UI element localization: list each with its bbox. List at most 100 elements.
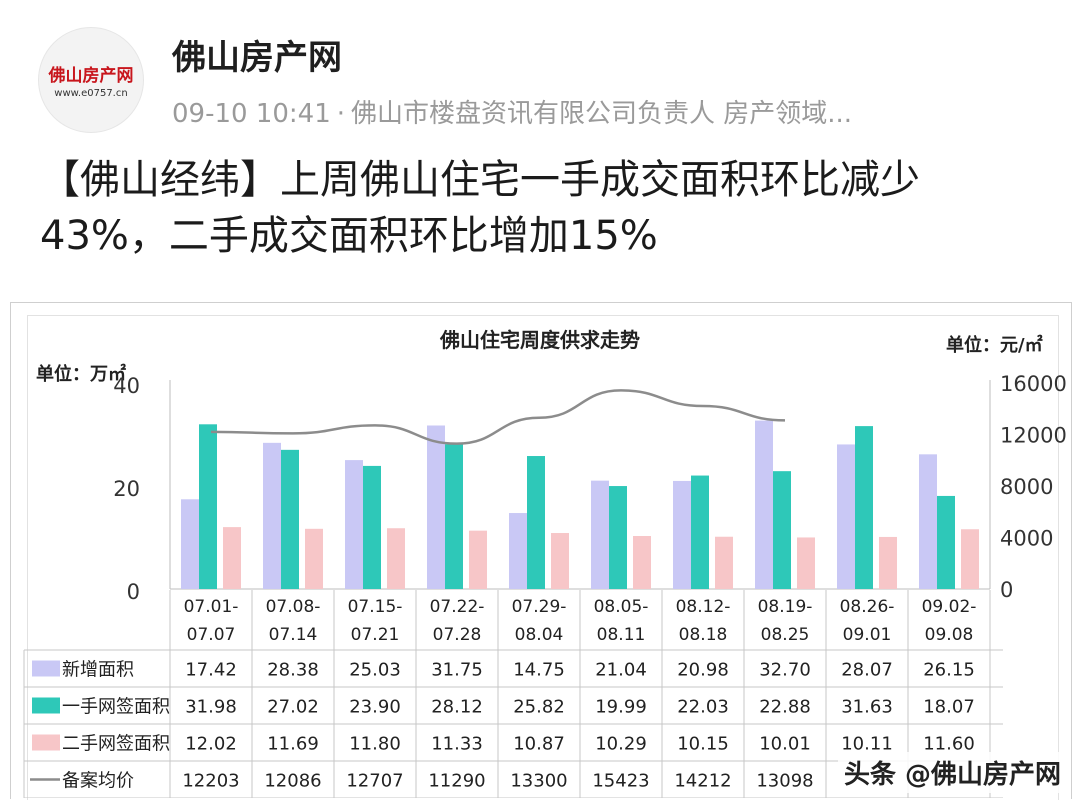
bar-新增面积: [837, 444, 855, 589]
bar-新增面积: [509, 513, 527, 589]
data-label: 12.02: [185, 734, 237, 755]
bar-二手网签面积: [387, 528, 405, 589]
data-label: 17.42: [185, 660, 237, 681]
bar-二手网签面积: [469, 530, 487, 589]
data-label: 14212: [674, 771, 731, 792]
data-label: 27.02: [267, 697, 319, 718]
right-tick-label: 4000: [1000, 527, 1053, 551]
data-label: 13300: [510, 771, 567, 792]
data-label: 13098: [756, 771, 813, 792]
data-label: 19.99: [595, 697, 647, 718]
bar-二手网签面积: [961, 529, 979, 589]
bar-一手网签面积: [445, 444, 463, 589]
chart-panel: [27, 315, 1059, 800]
bar-一手网签面积: [609, 486, 627, 589]
bar-一手网签面积: [937, 495, 955, 589]
x-tick-label: 07.22-: [430, 597, 485, 617]
data-label: 25.03: [349, 660, 401, 681]
bar-新增面积: [755, 420, 773, 589]
legend-swatch-新增面积: [32, 660, 60, 677]
x-tick-label: 08.26-: [840, 597, 895, 617]
data-label: 10.11: [841, 734, 893, 755]
data-label: 10.87: [513, 734, 565, 755]
bar-二手网签面积: [551, 533, 569, 589]
data-label: 22.03: [677, 697, 729, 718]
x-tick-label: 08.25: [761, 625, 810, 645]
post-time: 09-10 10:41: [172, 99, 331, 129]
legend-label: 二手网签面积: [62, 734, 170, 755]
bar-一手网签面积: [527, 456, 545, 589]
legend-label: 备案均价: [62, 771, 134, 792]
x-tick-label: 07.14: [269, 625, 318, 645]
x-tick-label: 08.04: [515, 625, 564, 645]
x-tick-label: 07.28: [433, 625, 482, 645]
author-name[interactable]: 佛山房产网: [172, 38, 342, 78]
x-tick-label: 09.02-: [922, 597, 977, 617]
data-label: 10.15: [677, 734, 729, 755]
logo-text: 佛山房产网: [48, 66, 134, 86]
data-label: 11.69: [267, 734, 319, 755]
bar-新增面积: [345, 460, 363, 589]
account-avatar[interactable]: 佛山房产网 www.e0757.cn: [38, 27, 144, 133]
x-tick-label: 08.12-: [676, 597, 731, 617]
bar-二手网签面积: [223, 527, 241, 589]
data-label: 28.38: [267, 660, 319, 681]
x-tick-label: 08.05-: [594, 597, 649, 617]
x-tick-label: 09.01: [843, 625, 892, 645]
author-description: 佛山市楼盘资讯有限公司负责人 房产领域...: [351, 99, 853, 129]
bar-二手网签面积: [879, 536, 897, 589]
legend-label: 一手网签面积: [62, 697, 170, 718]
x-tick-label: 07.29-: [512, 597, 567, 617]
meta-separator: ·: [336, 99, 346, 129]
data-label: 11.80: [349, 734, 401, 755]
data-label: 20.98: [677, 660, 729, 681]
logo-url: www.e0757.cn: [54, 88, 128, 99]
data-label: 31.75: [431, 660, 483, 681]
right-tick-label: 12000: [1000, 424, 1067, 448]
data-label: 23.90: [349, 697, 401, 718]
legend-swatch-一手网签面积: [32, 697, 60, 714]
bar-新增面积: [919, 454, 937, 589]
data-label: 10.01: [759, 734, 811, 755]
x-tick-label: 09.08: [925, 625, 974, 645]
data-label: 15423: [592, 771, 649, 792]
x-tick-label: 08.19-: [758, 597, 813, 617]
data-label: 31.98: [185, 697, 237, 718]
data-label: 32.70: [759, 660, 811, 681]
data-label: 22.88: [759, 697, 811, 718]
right-tick-label: 0: [1000, 578, 1013, 602]
data-label: 31.63: [841, 697, 893, 718]
legend-swatch-二手网签面积: [32, 734, 60, 751]
left-axis-unit: 单位：万㎡: [36, 363, 126, 385]
data-label: 21.04: [595, 660, 647, 681]
data-label: 26.15: [923, 660, 975, 681]
x-tick-label: 07.15-: [348, 597, 403, 617]
left-tick-label: 40: [113, 374, 140, 398]
bar-一手网签面积: [281, 449, 299, 589]
x-tick-label: 08.18: [679, 625, 728, 645]
x-tick-label: 07.08-: [266, 597, 321, 617]
data-label: 25.82: [513, 697, 565, 718]
data-label: 12707: [346, 771, 403, 792]
bar-新增面积: [427, 425, 445, 589]
bar-二手网签面积: [305, 528, 323, 589]
data-label: 11.60: [923, 734, 975, 755]
right-tick-label: 8000: [1000, 475, 1053, 499]
data-label: 28.12: [431, 697, 483, 718]
x-tick-label: 07.21: [351, 625, 400, 645]
bar-一手网签面积: [363, 465, 381, 589]
data-label: 10.29: [595, 734, 647, 755]
bar-新增面积: [263, 442, 281, 589]
left-tick-label: 0: [127, 580, 140, 604]
bar-新增面积: [591, 480, 609, 589]
data-label: 14.75: [513, 660, 565, 681]
article-headline: 【佛山经纬】上周佛山住宅一手成交面积环比减少43%，二手成交面积环比增加15%: [40, 157, 920, 259]
bar-一手网签面积: [773, 471, 791, 589]
left-tick-label: 20: [113, 477, 140, 501]
x-tick-label: 07.07: [187, 625, 236, 645]
x-tick-label: 08.11: [597, 625, 646, 645]
bar-一手网签面积: [855, 426, 873, 589]
chart-title: 佛山住宅周度供求走势: [439, 328, 640, 352]
line-备案均价: [210, 389, 786, 445]
